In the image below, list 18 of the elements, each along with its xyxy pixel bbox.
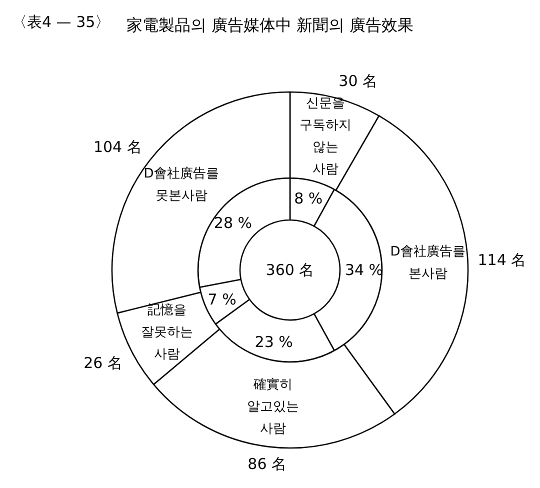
text: 360 名 — [266, 261, 314, 279]
data-label: 26 名 — [84, 354, 122, 372]
data-label: 8 % — [294, 189, 323, 208]
text: 〈表4 — 35〉 — [12, 13, 110, 31]
slice-label: 記憶을 잘못하는 사람 — [141, 303, 194, 362]
data-label: 30 名 — [338, 72, 378, 90]
data-label: 28 % — [214, 214, 252, 232]
slice-label: 確實히 알고있는 사람 — [247, 377, 300, 436]
chart-title: 家電製品의 廣告媒体中 新聞의 廣告效果 — [126, 16, 414, 34]
slice-label: D會社廣告를 본사람 — [390, 244, 466, 282]
data-label: 86 名 — [248, 455, 287, 474]
data-label: 7 % — [208, 290, 236, 308]
data-label: 34 % — [344, 261, 384, 279]
slice-label: D會社廣告를 못본사람 — [144, 166, 219, 204]
data-label: 23 % — [254, 333, 293, 352]
data-label: 114 名 — [478, 251, 526, 270]
data-label: 104 名 — [93, 138, 142, 156]
slice-label: 신문을 구독하지 않는 사람 — [300, 96, 352, 178]
